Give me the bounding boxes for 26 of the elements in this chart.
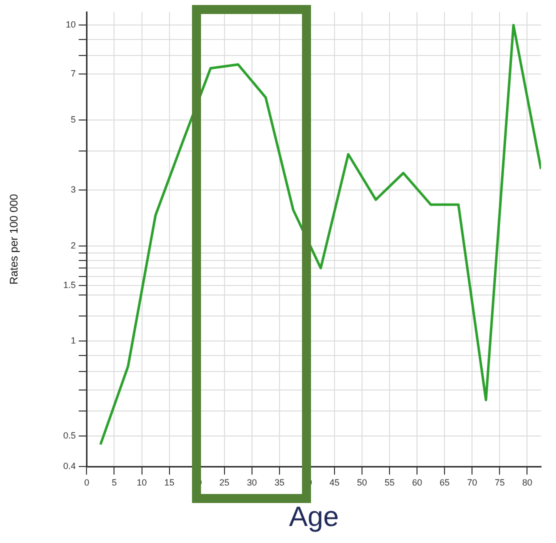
- y-tick-label: 1.5: [63, 280, 76, 290]
- y-tick-label: 3: [70, 184, 76, 195]
- x-tick-label: 5: [112, 477, 117, 488]
- x-tick-label: 80: [522, 477, 532, 488]
- y-axis-title: Rates per 100 000: [8, 194, 21, 285]
- x-tick-label: 55: [384, 477, 395, 488]
- x-tick-label: 75: [494, 477, 505, 488]
- x-tick-label: 0: [84, 477, 90, 488]
- x-tick-label: 25: [219, 477, 230, 488]
- y-tick-label: 5: [70, 114, 76, 125]
- x-tick-label: 15: [164, 477, 174, 488]
- y-tick-label: 0.5: [63, 430, 76, 440]
- y-tick-label: 10: [66, 20, 76, 30]
- y-tick-label: 2: [70, 240, 76, 250]
- x-tick-label: 65: [440, 477, 450, 488]
- y-tick-label: 0.4: [63, 461, 76, 472]
- x-tick-label: 45: [329, 477, 340, 488]
- x-axis-title: Age: [288, 500, 339, 532]
- x-tick-label: 60: [412, 477, 422, 488]
- x-tick-label: 30: [246, 477, 257, 488]
- x-tick-label: 35: [274, 477, 284, 488]
- y-tick-label: 7: [70, 68, 76, 78]
- x-tick-label: 50: [357, 477, 368, 488]
- x-tick-label: 10: [136, 477, 147, 488]
- y-tick-label: 1: [70, 335, 76, 346]
- x-tick-label: 70: [467, 477, 478, 488]
